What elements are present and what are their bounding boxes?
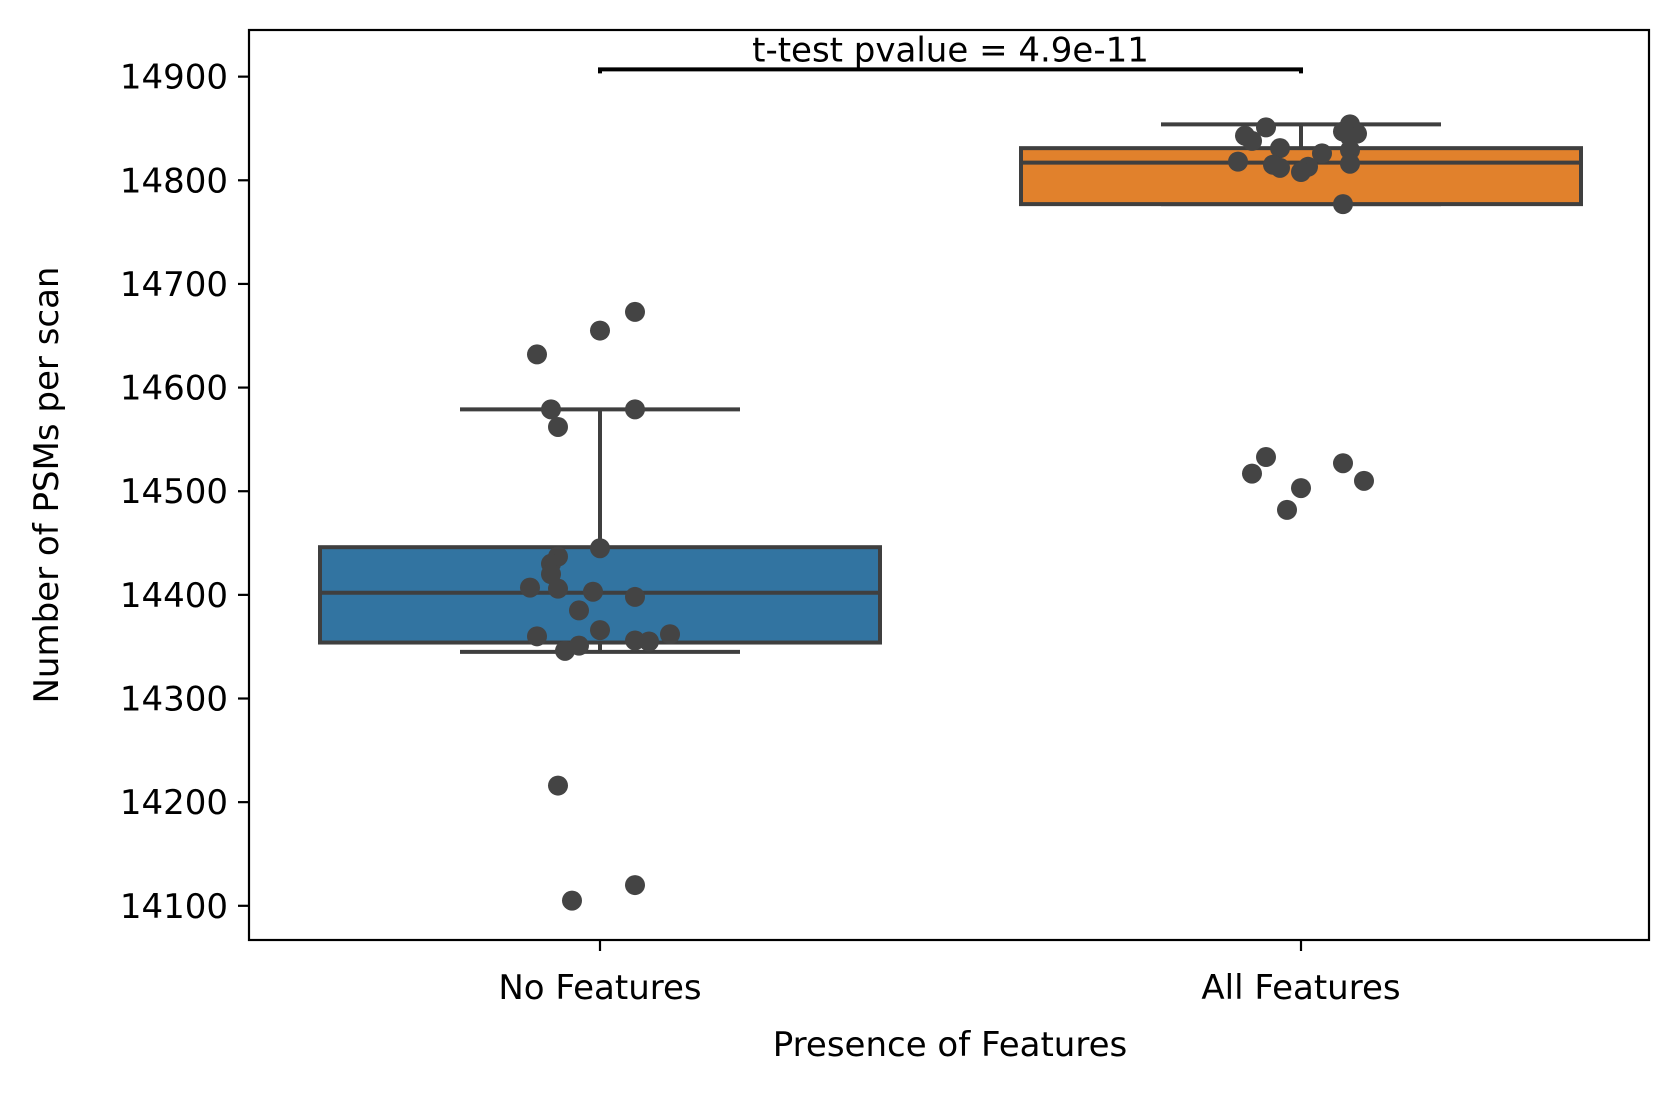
data-point (660, 624, 680, 645)
y-tick-label: 14200 (120, 783, 228, 823)
points-no-features (520, 301, 680, 911)
data-point (1228, 151, 1248, 172)
data-point (569, 600, 589, 621)
data-point (548, 416, 568, 437)
data-point (548, 775, 568, 796)
y-tick-label: 14900 (120, 58, 228, 98)
data-point (1312, 143, 1332, 164)
data-point (1333, 453, 1353, 474)
plot-frame (247, 28, 1651, 942)
y-tick-label: 14500 (120, 472, 228, 512)
significance-bracket (598, 67, 1303, 74)
y-tick-label: 14400 (120, 576, 228, 616)
data-point (639, 631, 659, 652)
data-point (1277, 499, 1297, 520)
x-tick-label: No Features (498, 968, 701, 1008)
data-point (1256, 117, 1276, 138)
data-point (583, 581, 603, 602)
x-axis-title: Presence of Features (773, 1025, 1127, 1065)
data-point (625, 875, 645, 896)
x-tick-label: All Features (1201, 968, 1400, 1008)
data-point (1291, 478, 1311, 499)
data-point (1340, 153, 1360, 174)
data-point (541, 399, 561, 420)
data-point (527, 626, 547, 647)
points-layer (520, 114, 1374, 911)
data-point (1333, 194, 1353, 215)
data-point (548, 578, 568, 599)
data-point (590, 320, 610, 341)
axes-layer (247, 28, 1651, 942)
data-point (625, 399, 645, 420)
data-point (1242, 130, 1262, 151)
data-point (527, 344, 547, 365)
data-point (1354, 470, 1374, 491)
data-point (1270, 138, 1290, 159)
box-no-features (318, 407, 882, 654)
data-point (1291, 161, 1311, 182)
y-tick-label: 14800 (120, 161, 228, 201)
ticks-layer: 14100 14200 14300 14400 14500 14600 14700 14800… (120, 58, 1401, 1008)
data-point (555, 640, 575, 661)
data-point (590, 620, 610, 641)
data-point (625, 586, 645, 607)
y-tick-label: 14700 (120, 265, 228, 305)
y-tick-label: 14300 (120, 680, 228, 720)
y-tick-label: 14100 (120, 887, 228, 927)
data-point (562, 890, 582, 911)
significance-label: t-test pvalue = 4.9e-11 (752, 30, 1149, 70)
data-point (1256, 447, 1276, 468)
annotation-layer: t-test pvalue = 4.9e-11 (598, 30, 1303, 74)
boxes-layer (318, 122, 1583, 654)
y-axis-title: Number of PSMs per scan (27, 267, 67, 704)
points-all-features (1228, 114, 1374, 520)
data-point (1242, 463, 1262, 484)
data-point (1270, 157, 1290, 178)
y-tick-label: 14600 (120, 369, 228, 409)
data-point (520, 577, 540, 598)
data-point (625, 301, 645, 322)
data-point (590, 538, 610, 559)
